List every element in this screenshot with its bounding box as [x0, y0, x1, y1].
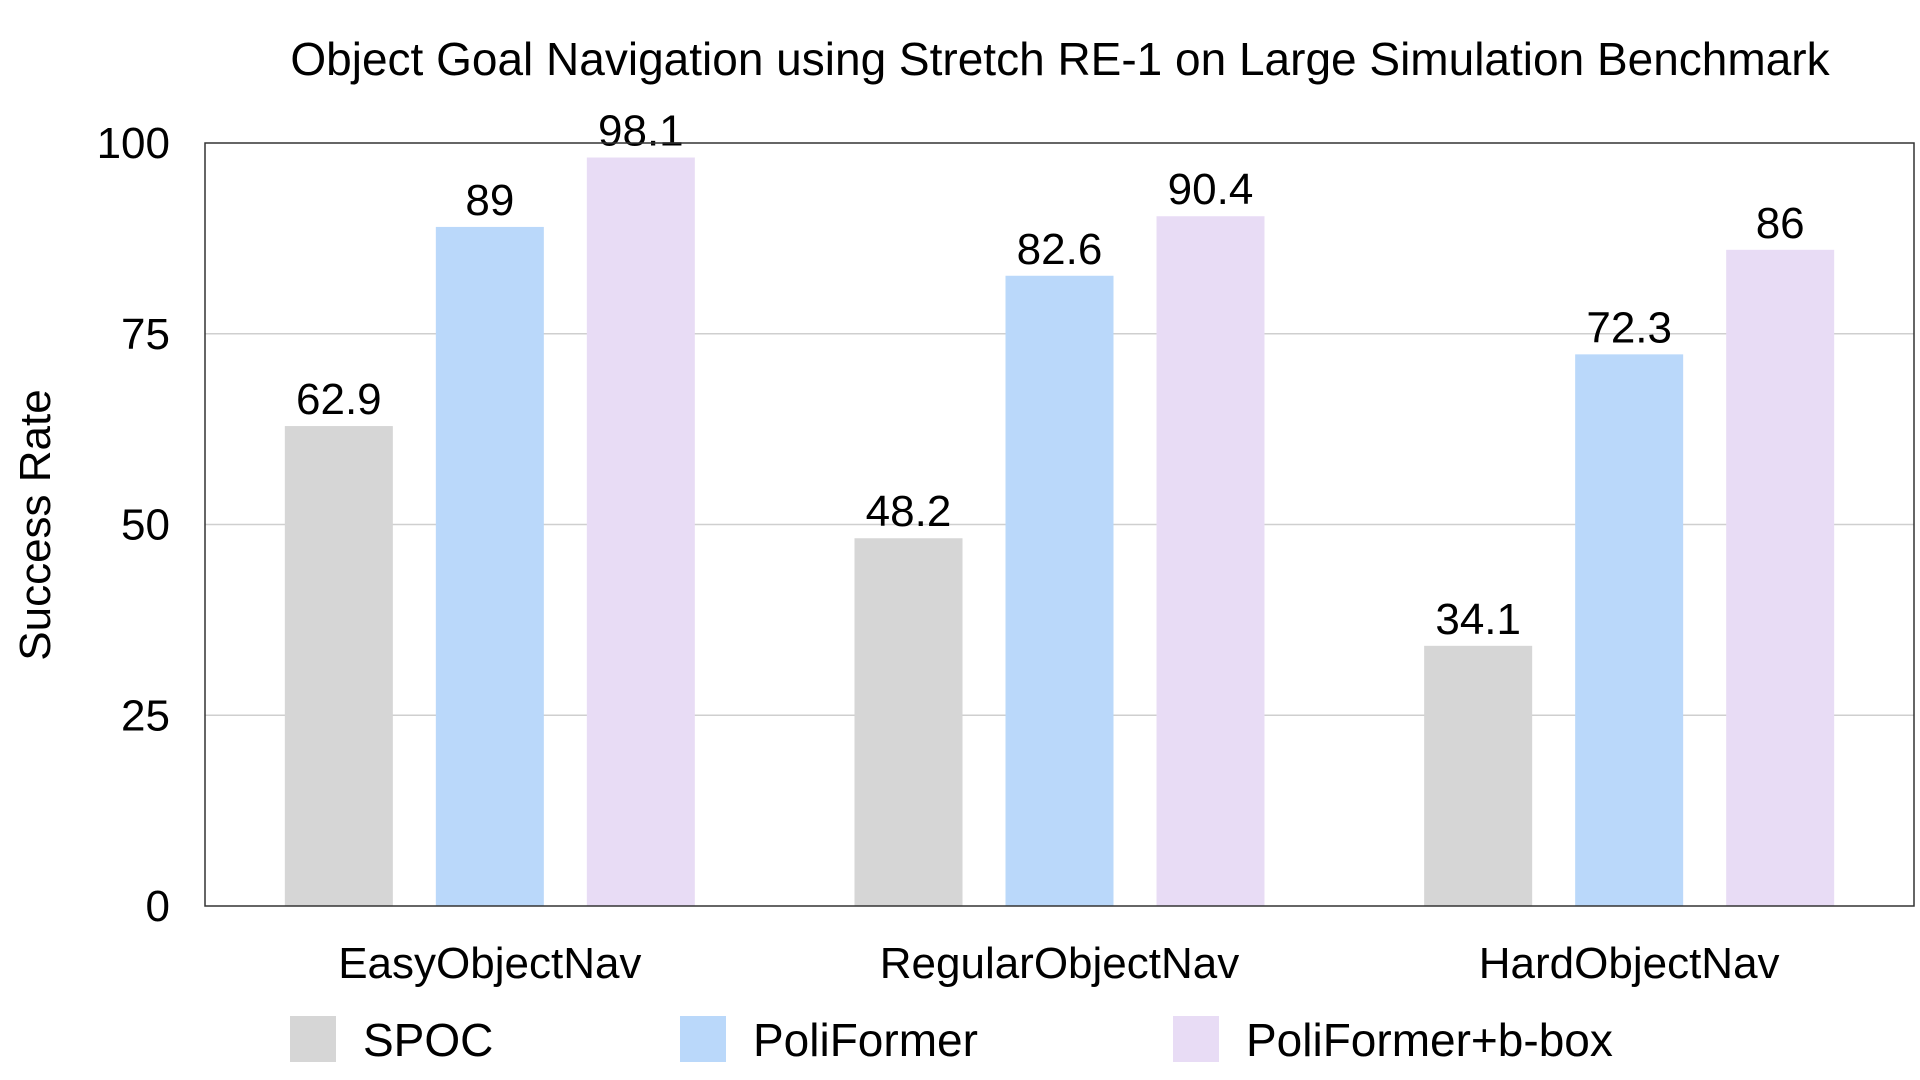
data-label-poliformer-b-box-hardobjectnav: 86: [1756, 199, 1805, 248]
data-label-spoc-hardobjectnav: 34.1: [1435, 595, 1521, 644]
bar-spoc-easyobjectnav: [284, 426, 393, 906]
y-tick-label-50: 50: [121, 501, 170, 550]
y-tick-label-75: 75: [121, 310, 170, 359]
x-category-label-easyobjectnav: EasyObjectNav: [338, 939, 641, 988]
bar-poliformer-b-box-regularobjectnav: [1156, 216, 1265, 907]
plot-frame: [204, 142, 1915, 907]
data-label-spoc-regularobjectnav: 48.2: [866, 487, 952, 536]
legend-swatch-spoc: [290, 1016, 336, 1062]
y-tick-label-25: 25: [121, 691, 170, 740]
bar-poliformer-b-box-hardobjectnav: [1726, 249, 1835, 906]
legend-label-poliformer-b-box: PoliFormer+b-box: [1246, 1014, 1613, 1066]
data-label-poliformer-hardobjectnav: 72.3: [1586, 303, 1672, 352]
legend-label-spoc: SPOC: [363, 1014, 493, 1066]
x-axis-categories: EasyObjectNav RegularObjectNav HardObjectN…: [338, 939, 1779, 988]
bar-spoc-hardobjectnav: [1424, 645, 1533, 906]
x-category-label-regularobjectnav: RegularObjectNav: [880, 939, 1240, 988]
bar-poliformer-easyobjectnav: [435, 226, 544, 906]
data-label-poliformer-b-box-regularobjectnav: 90.4: [1168, 165, 1254, 214]
bar-poliformer-hardobjectnav: [1575, 354, 1684, 906]
data-label-poliformer-b-box-easyobjectnav: 98.1: [598, 106, 684, 155]
bar-spoc-regularobjectnav: [854, 538, 963, 906]
legend-swatch-poliformer: [680, 1016, 726, 1062]
bar-poliformer-b-box-easyobjectnav: [586, 157, 695, 906]
legend-label-poliformer: PoliFormer: [753, 1014, 978, 1066]
y-axis-ticks: 0 25 50 75 100: [97, 119, 170, 931]
x-category-label-hardobjectnav: HardObjectNav: [1479, 939, 1780, 988]
bar-poliformer-regularobjectnav: [1005, 275, 1114, 907]
legend: SPOC PoliFormer PoliFormer+b-box: [290, 1014, 1613, 1066]
data-label-spoc-easyobjectnav: 62.9: [296, 375, 382, 424]
data-label-poliformer-easyobjectnav: 89: [465, 176, 514, 225]
chart-title: Object Goal Navigation using Stretch RE-…: [290, 33, 1830, 85]
y-axis-title: Success Rate: [11, 389, 60, 660]
y-tick-label-0: 0: [146, 882, 170, 931]
legend-swatch-poliformer-b-box: [1173, 1016, 1219, 1062]
data-label-poliformer-regularobjectnav: 82.6: [1017, 225, 1103, 274]
bars: 62.9 89 98.1 48.2 82.6 90.4 34.1 72.3 86: [284, 106, 1835, 907]
y-tick-label-100: 100: [97, 119, 170, 168]
